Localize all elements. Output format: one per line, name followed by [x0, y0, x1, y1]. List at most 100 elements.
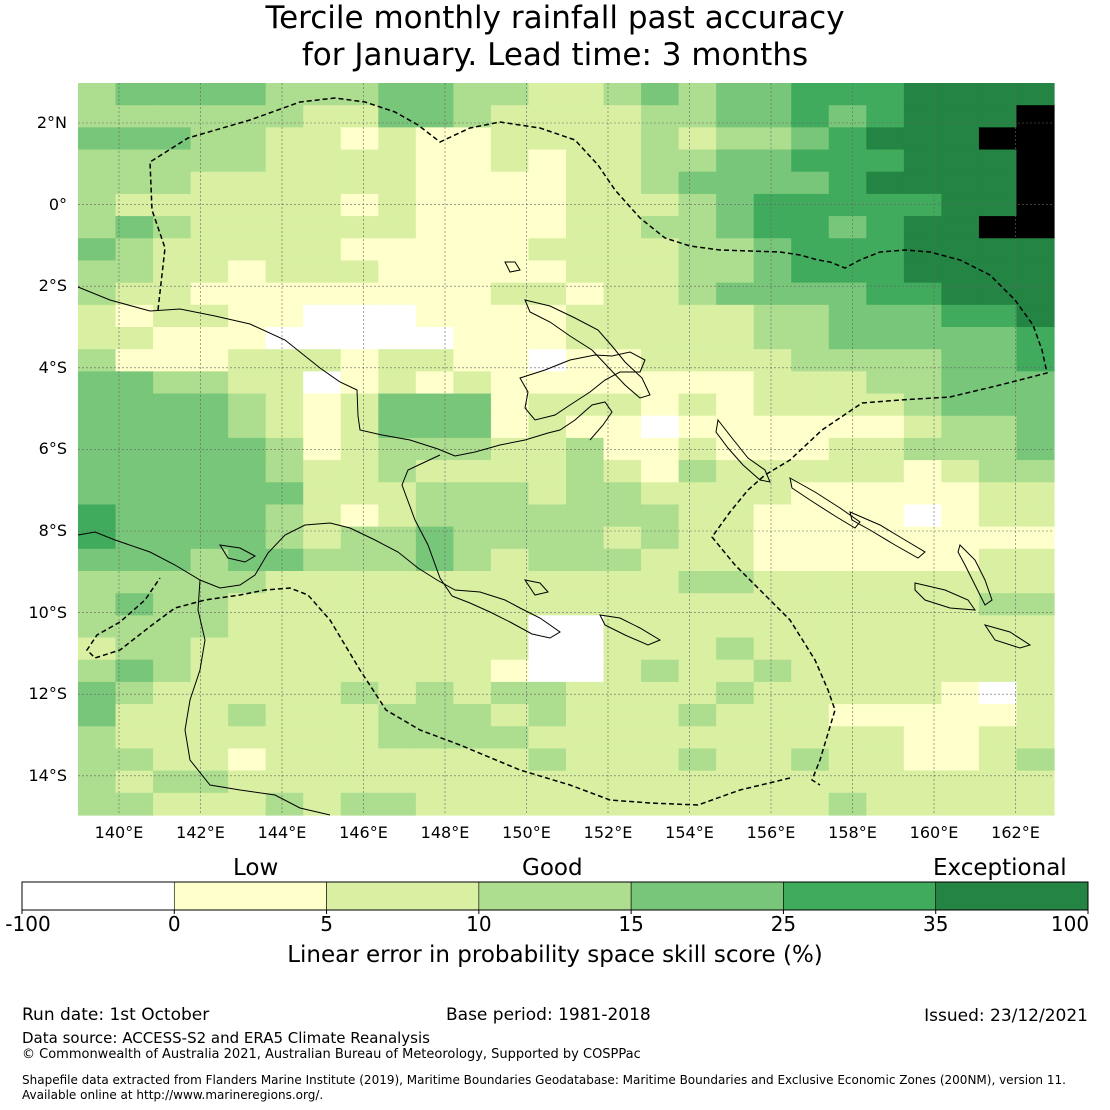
- grid-cell: [115, 238, 154, 262]
- grid-cell: [791, 792, 830, 816]
- grid-cell: [78, 415, 117, 439]
- new-ireland: [524, 299, 651, 399]
- grid-cell: [378, 748, 417, 772]
- grid-cell: [678, 327, 717, 350]
- grid-cell: [490, 327, 530, 350]
- longitude-label: 152°E: [583, 823, 633, 842]
- legend-category-good: Good: [522, 855, 583, 881]
- grid-cell: [340, 304, 379, 328]
- grid-cell: [303, 460, 342, 483]
- grid-cell: [378, 571, 417, 594]
- louisiade-archipelago: [599, 614, 662, 646]
- grid-cell: [1016, 526, 1055, 550]
- grid-cell: [303, 726, 342, 750]
- eez-boundary: [86, 97, 1048, 806]
- grid-cell: [828, 593, 867, 616]
- grid-cell: [265, 681, 304, 705]
- grid-cell: [978, 526, 1018, 550]
- grid-cell: [190, 238, 229, 262]
- grid-cell: [978, 304, 1018, 328]
- grid-cell: [641, 504, 680, 528]
- grid-cell: [453, 171, 492, 195]
- colorbar-segment: [173, 881, 327, 911]
- grid-cell: [903, 304, 942, 328]
- grid-cell: [753, 371, 792, 395]
- grid-cell: [566, 327, 605, 350]
- grid-cell: [490, 726, 530, 750]
- grid-cell: [678, 659, 717, 683]
- grid-cell: [678, 526, 717, 550]
- grid-cell: [828, 149, 867, 173]
- grid-cell: [415, 304, 454, 328]
- grid-cell: [378, 437, 417, 461]
- grid-cell: [228, 504, 267, 528]
- grid-cell: [828, 216, 867, 239]
- grid-cell: [115, 748, 154, 772]
- grid-cell: [866, 704, 905, 727]
- grid-cell: [153, 260, 192, 284]
- grid-cell: [603, 792, 642, 816]
- grid-cell: [190, 127, 229, 151]
- grid-cell: [490, 770, 530, 794]
- grid-cell: [566, 415, 605, 439]
- grid-cell: [115, 548, 154, 572]
- grid-cell: [866, 349, 905, 372]
- grid-cell: [791, 171, 830, 195]
- grid-cell: [115, 482, 154, 506]
- grid-cell: [753, 726, 792, 750]
- grid-cell: [603, 260, 642, 284]
- grid-cell: [115, 770, 154, 794]
- longitude-label: 158°E: [828, 823, 877, 842]
- grid-cell: [153, 105, 192, 128]
- grid-cell: [78, 83, 117, 106]
- grid-cell: [641, 571, 680, 594]
- grid-cell: [115, 304, 154, 328]
- grid-cell: [378, 149, 417, 173]
- grid-cell: [1016, 460, 1055, 483]
- grid-cell: [941, 393, 980, 417]
- grid-cell: [490, 571, 530, 594]
- grid-cell: [153, 349, 192, 372]
- grid-cell: [978, 437, 1018, 461]
- grid-cell: [378, 304, 417, 328]
- grid-cell: [566, 105, 605, 128]
- grid-cell: [978, 726, 1018, 750]
- grid-cell: [415, 282, 454, 306]
- grid-cell: [866, 238, 905, 262]
- grid-cell: [716, 415, 755, 439]
- grid-cell: [603, 415, 642, 439]
- grid-cell: [153, 127, 192, 151]
- grid-cell: [941, 304, 980, 328]
- grid-cell: [603, 282, 642, 306]
- grid-cell: [978, 571, 1018, 594]
- grid-cell: [153, 437, 192, 461]
- grid-cell: [78, 282, 117, 306]
- grid-cell: [228, 327, 267, 350]
- grid-cell: [490, 371, 530, 395]
- grid-cell: [265, 637, 304, 661]
- grid-cell: [153, 371, 192, 395]
- grid-cell: [153, 504, 192, 528]
- grid-cell: [115, 415, 154, 439]
- grid-cell: [115, 526, 154, 550]
- copyright-notice: © Commonwealth of Australia 2021, Austra…: [22, 1047, 641, 1062]
- colorbar-ticks: [21, 910, 1089, 914]
- grid-cell: [528, 681, 567, 705]
- grid-cell: [716, 548, 755, 572]
- grid-cell: [190, 415, 229, 439]
- grid-cell: [490, 526, 530, 550]
- grid-cell: [340, 371, 379, 395]
- grid-cell: [941, 216, 980, 239]
- grid-cell: [528, 149, 567, 173]
- grid-cell: [265, 593, 304, 616]
- grid-cell: [78, 504, 117, 528]
- grid-cell: [190, 637, 229, 661]
- grid-cell: [265, 193, 304, 217]
- grid-cell: [978, 504, 1018, 528]
- grid-cell: [228, 83, 267, 106]
- grid-cell: [228, 371, 267, 395]
- grid-cell: [566, 149, 605, 173]
- grid-cell: [415, 593, 454, 616]
- grid-cell: [453, 216, 492, 239]
